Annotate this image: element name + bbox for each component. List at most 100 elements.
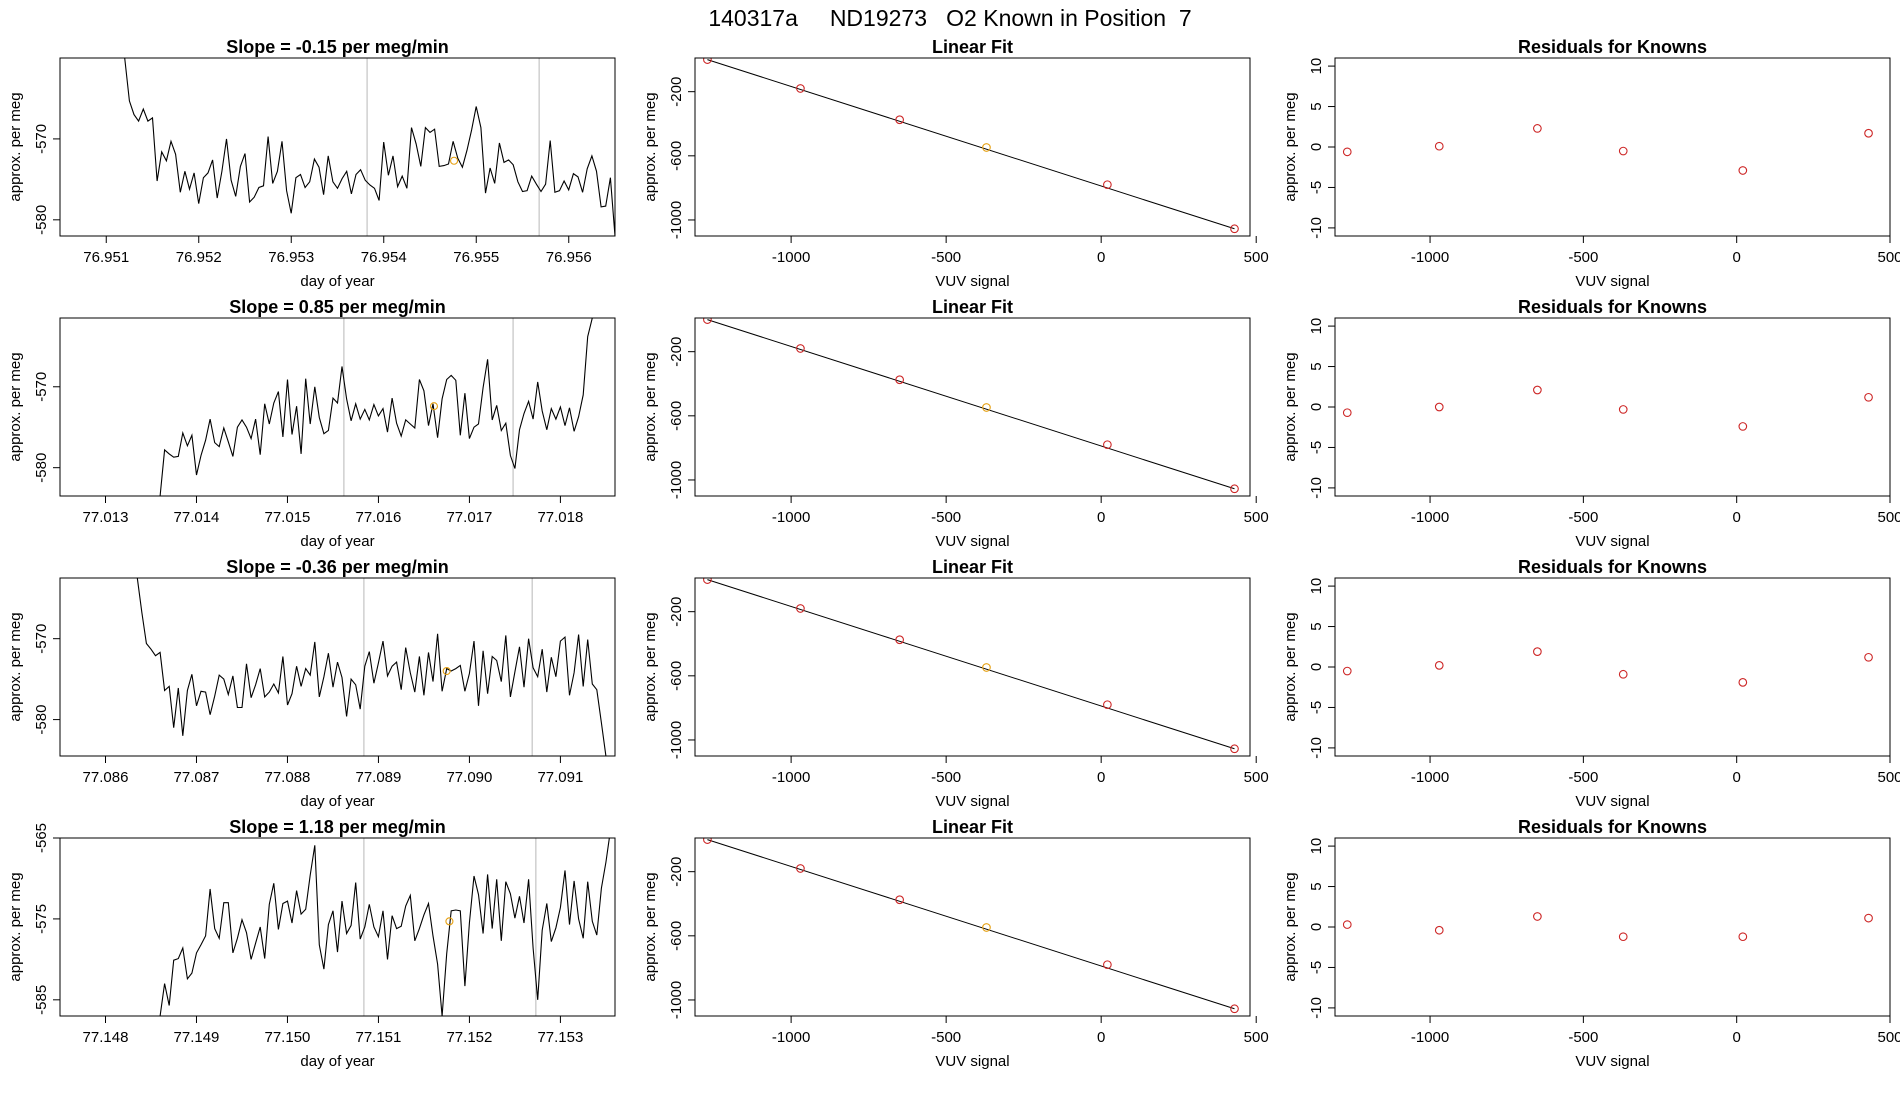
y-tick-label: 0 (1308, 143, 1325, 151)
chart-title: Linear Fit (932, 37, 1013, 57)
chart-title: Linear Fit (932, 297, 1013, 317)
y-tick-label: -10 (1308, 997, 1325, 1019)
x-tick-label: 0 (1097, 509, 1105, 526)
sample-marker (449, 156, 459, 165)
fit-line (707, 59, 1235, 230)
x-tick-label: -1000 (1411, 769, 1449, 786)
plot-frame (59, 577, 616, 757)
data-point (1738, 166, 1748, 175)
plot-frame (694, 577, 1251, 757)
x-tick-label: 0 (1097, 769, 1105, 786)
data-point (1103, 700, 1112, 710)
y-tick-label: -1000 (668, 721, 685, 759)
panel-2-1: Slope = 0.85 per meg/min day of year appro… (7, 297, 616, 550)
panel-2-3: Residuals for Knowns VUV signal approx. pe… (1282, 297, 1900, 550)
panel-1-3: Residuals for Knowns VUV signal approx. pe… (1282, 37, 1900, 290)
fit-line (707, 579, 1235, 750)
plot-area (1342, 124, 1873, 175)
plot-area (1342, 385, 1873, 431)
chart-title: Slope = -0.15 per meg/min (226, 37, 449, 57)
data-point (1864, 392, 1873, 402)
chart-title: Slope = 0.85 per meg/min (229, 297, 446, 317)
y-tick-label: -580 (33, 205, 50, 235)
chart-title: Residuals for Knowns (1518, 817, 1707, 837)
data-point (1342, 920, 1352, 929)
chart-title: Slope = 1.18 per meg/min (229, 817, 446, 837)
panel-3-2: Linear Fit VUV signal approx. per meg -1000… (642, 557, 1269, 810)
data-point (1342, 666, 1352, 676)
y-tick-label: -5 (1308, 441, 1325, 454)
x-axis-label: day of year (300, 533, 374, 550)
plot-area (136, 578, 607, 756)
sample-point (982, 663, 991, 672)
data-point (703, 58, 712, 64)
data-point (796, 864, 805, 873)
y-tick-label: -570 (33, 124, 50, 154)
x-tick-label: 77.089 (355, 769, 401, 786)
fit-line (707, 319, 1235, 490)
data-point (796, 84, 805, 93)
x-tick-label: 500 (1877, 249, 1900, 266)
x-tick-label: -1000 (1411, 509, 1449, 526)
y-tick-label: 0 (1308, 403, 1325, 411)
x-axis-label: VUV signal (935, 533, 1009, 550)
plot-area (703, 58, 1239, 234)
plot-frame (1334, 577, 1891, 757)
y-tick-label: -570 (33, 624, 50, 654)
data-point (1434, 141, 1444, 151)
plot-area (703, 578, 1239, 754)
y-tick-label: 5 (1308, 622, 1325, 630)
plot-frame (1334, 317, 1891, 497)
y-tick-label: -200 (668, 337, 685, 367)
x-tick-label: -500 (1568, 509, 1598, 526)
y-tick-label: 10 (1308, 58, 1325, 75)
y-axis-label: approx. per meg (7, 92, 24, 201)
plot-area (703, 838, 1239, 1014)
x-tick-label: 0 (1733, 1029, 1741, 1046)
y-axis-label: approx. per meg (1282, 352, 1299, 461)
data-point (1738, 932, 1748, 942)
panel-4-2: Linear Fit VUV signal approx. per meg -1000… (642, 817, 1269, 1070)
y-axis-label: approx. per meg (7, 612, 24, 721)
y-tick-label: -200 (668, 597, 685, 627)
x-tick-label: 0 (1097, 249, 1105, 266)
x-tick-label: 77.153 (537, 1029, 583, 1046)
x-tick-label: -500 (1568, 769, 1598, 786)
data-point (1342, 408, 1352, 418)
y-tick-label: -600 (668, 401, 685, 431)
sample-point (982, 403, 991, 412)
x-tick-label: 500 (1877, 509, 1900, 526)
y-axis-label: approx. per meg (642, 612, 659, 721)
data-point (703, 838, 712, 844)
series-line (124, 58, 615, 236)
y-tick-label: -5 (1308, 181, 1325, 194)
data-point (895, 115, 904, 125)
panel-1-2: Linear Fit VUV signal approx. per meg -1000… (642, 37, 1269, 290)
y-tick-label: 0 (1308, 923, 1325, 931)
panel-2-2: Linear Fit VUV signal approx. per meg -1000… (642, 297, 1269, 550)
x-axis-label: VUV signal (1575, 793, 1649, 810)
data-point (1434, 661, 1444, 670)
x-tick-label: 77.086 (83, 769, 129, 786)
x-tick-label: 0 (1733, 769, 1741, 786)
sample-point (982, 923, 991, 932)
x-tick-label: -500 (931, 1029, 961, 1046)
x-axis-label: VUV signal (935, 273, 1009, 290)
x-tick-label: 77.013 (83, 509, 129, 526)
y-tick-label: 10 (1308, 578, 1325, 595)
data-point (1533, 385, 1542, 395)
data-point (1533, 124, 1542, 133)
plot-area (124, 58, 615, 236)
data-point (895, 375, 904, 385)
panel-1-1: Slope = -0.15 per meg/min day of year appr… (7, 37, 616, 290)
x-tick-label: -500 (931, 769, 961, 786)
x-tick-label: 77.016 (355, 509, 401, 526)
data-point (1533, 912, 1542, 921)
x-tick-label: -500 (1568, 1029, 1598, 1046)
panel-3-3: Residuals for Knowns VUV signal approx. pe… (1282, 557, 1900, 810)
data-point (1864, 652, 1873, 662)
plot-frame (694, 837, 1251, 1017)
x-tick-label: -1000 (1411, 249, 1449, 266)
plot-frame (59, 837, 616, 1017)
series-line (159, 838, 610, 1016)
